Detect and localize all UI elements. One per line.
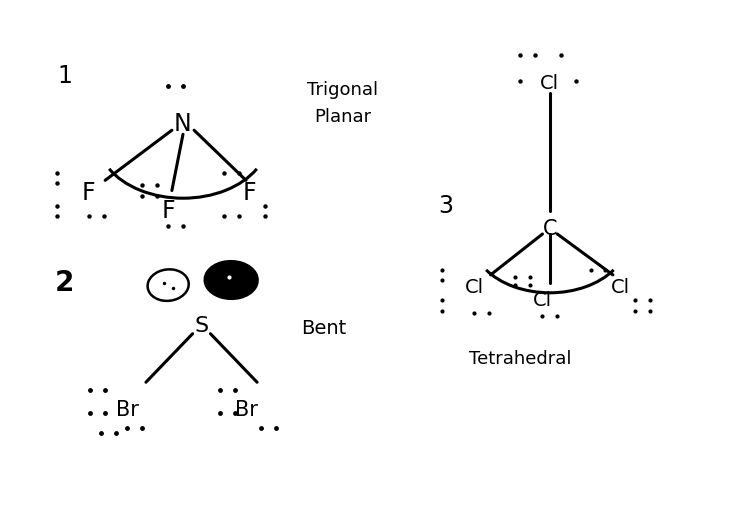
Text: Trigonal
Planar: Trigonal Planar: [307, 81, 378, 126]
Text: Cl: Cl: [540, 74, 559, 93]
Ellipse shape: [206, 262, 257, 298]
Text: 2: 2: [55, 268, 74, 297]
Text: Cl: Cl: [611, 278, 630, 297]
Text: Cl: Cl: [465, 278, 484, 297]
Text: 3: 3: [439, 194, 454, 218]
Text: Br: Br: [234, 400, 257, 420]
Text: F: F: [82, 181, 96, 205]
Text: Tetrahedral: Tetrahedral: [469, 350, 571, 368]
Text: Cl: Cl: [533, 291, 552, 310]
Text: Bent: Bent: [301, 319, 347, 338]
Text: N: N: [174, 112, 192, 136]
Text: F: F: [161, 199, 175, 223]
Text: F: F: [243, 181, 257, 205]
Text: S: S: [194, 316, 208, 336]
Text: Br: Br: [116, 400, 139, 420]
Text: 1: 1: [57, 64, 72, 87]
Text: C: C: [542, 219, 557, 239]
